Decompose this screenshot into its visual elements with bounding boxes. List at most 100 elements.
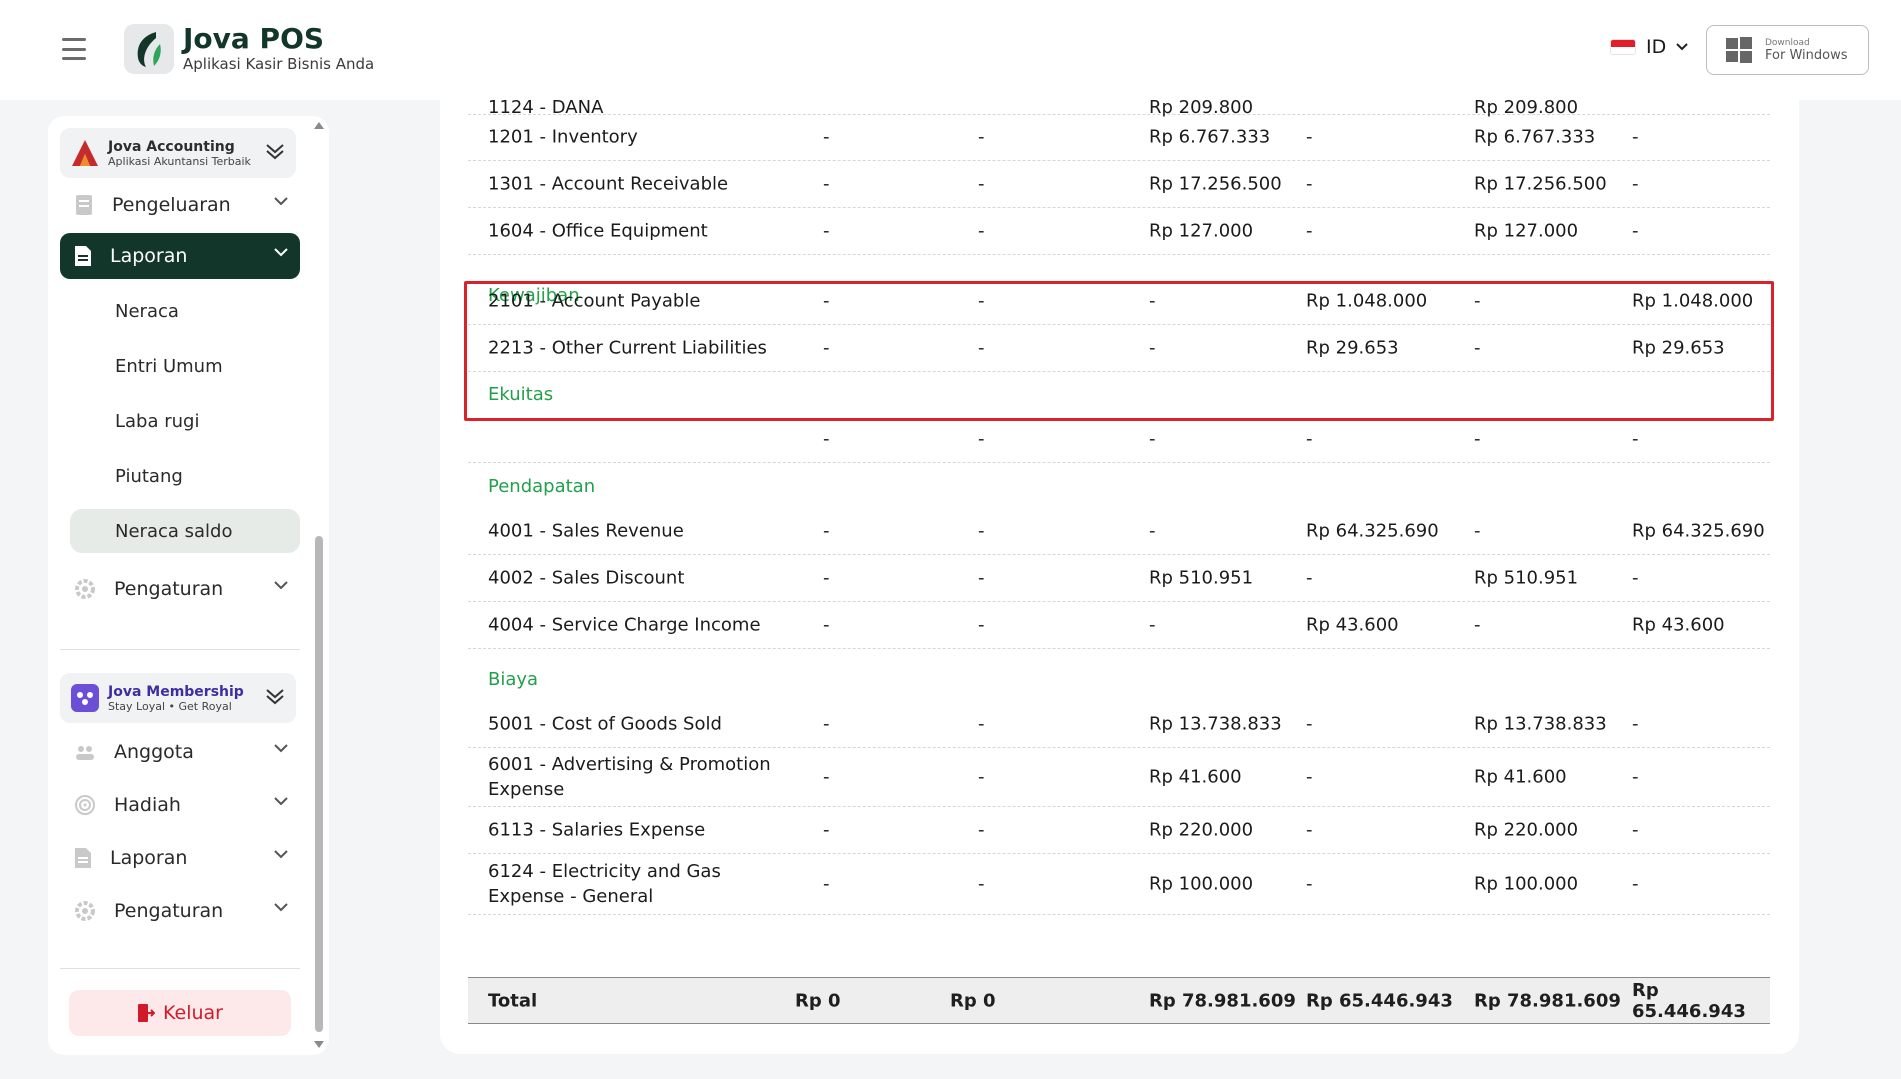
sidebar-item-pengaturan[interactable]: Pengaturan xyxy=(60,566,300,612)
sidebar-item-label: Pengaturan xyxy=(114,900,224,922)
download-windows-button[interactable]: Download For Windows xyxy=(1706,25,1869,75)
value-cell: - xyxy=(1306,766,1313,788)
scroll-up-arrow-icon[interactable] xyxy=(313,120,325,130)
value-cell: Rp 1.048.000 xyxy=(1306,290,1428,312)
table-row: 6001 - Advertising & Promotion Expense - -… xyxy=(468,748,1770,807)
language-selector[interactable]: ID xyxy=(1610,36,1688,58)
windows-icon xyxy=(1726,37,1752,63)
double-chevron-down-icon[interactable] xyxy=(264,685,286,707)
section-title: Pendapatan xyxy=(488,476,596,497)
value-cell: Rp 43.600 xyxy=(1632,614,1725,636)
table-row: 4001 - Sales Revenue - - - Rp 64.325.690 - Rp … xyxy=(468,508,1770,555)
value-cell: - xyxy=(823,173,830,195)
trial-balance-card: 1124 - DANA Rp 209.800 Rp 209.800 1201 - In… xyxy=(440,100,1799,1054)
document-icon xyxy=(75,246,91,266)
total-value-cell: Rp 0 xyxy=(795,990,841,1011)
value-cell: Rp 510.951 xyxy=(1149,567,1254,589)
chevron-down-icon xyxy=(1676,43,1688,51)
value-cell: - xyxy=(1149,337,1156,359)
value-cell: Rp 29.653 xyxy=(1306,337,1399,359)
section-title: Kewajiban xyxy=(488,285,580,306)
target-icon xyxy=(75,795,95,815)
section-title: Biaya xyxy=(488,669,539,690)
hamburger-menu-icon[interactable] xyxy=(62,38,86,60)
chevron-down-icon xyxy=(274,197,288,206)
subitem-laba-rugi[interactable]: Laba rugi xyxy=(115,410,200,432)
account-name: 1301 - Account Receivable xyxy=(488,173,729,195)
value-cell: - xyxy=(1149,614,1156,636)
sidebar-scrollbar[interactable] xyxy=(313,120,325,1050)
value-cell: - xyxy=(978,220,985,242)
value-cell: Rp 17.256.500 xyxy=(1149,173,1282,195)
value-cell: - xyxy=(1306,819,1313,841)
logout-label: Keluar xyxy=(163,1002,223,1024)
value-cell: Rp 13.738.833 xyxy=(1474,713,1607,735)
account-name: 1124 - DANA xyxy=(488,100,604,118)
value-cell: - xyxy=(823,428,830,450)
brand-title: Jova POS xyxy=(183,22,325,55)
value-cell: - xyxy=(1632,428,1639,450)
value-cell: Rp 43.600 xyxy=(1306,614,1399,636)
scroll-down-arrow-icon[interactable] xyxy=(313,1040,325,1050)
sidebar-item-hadiah[interactable]: Hadiah xyxy=(60,782,300,828)
total-value-cell: Rp 78.981.609 xyxy=(1474,990,1621,1011)
sidebar-item-label: Hadiah xyxy=(114,794,181,816)
account-name: 5001 - Cost of Goods Sold xyxy=(488,713,722,735)
sidebar-item-laporan[interactable]: Laporan xyxy=(60,233,300,279)
value-cell: - xyxy=(1632,567,1639,589)
table-row: 1301 - Account Receivable - - Rp 17.256.500… xyxy=(468,161,1770,208)
logout-button[interactable]: Keluar xyxy=(69,990,291,1036)
value-cell: Rp 6.767.333 xyxy=(1149,126,1271,148)
value-cell: Rp 29.653 xyxy=(1632,337,1725,359)
value-cell: - xyxy=(823,614,830,636)
total-value-cell: Rp 0 xyxy=(950,990,996,1011)
double-chevron-down-icon[interactable] xyxy=(264,140,286,162)
value-cell: - xyxy=(1632,126,1639,148)
value-cell: Rp 64.325.690 xyxy=(1306,520,1439,542)
jova-accounting-switcher[interactable]: Jova Accounting Aplikasi Akuntansi Terba… xyxy=(60,128,296,178)
value-cell: - xyxy=(1474,614,1481,636)
subitem-neraca[interactable]: Neraca xyxy=(115,300,179,322)
value-cell: Rp 209.800 xyxy=(1474,100,1579,118)
value-cell: - xyxy=(978,173,985,195)
settings-icon xyxy=(75,579,95,599)
value-cell: - xyxy=(978,126,985,148)
value-cell: Rp 100.000 xyxy=(1474,873,1579,895)
table-row: 6124 - Electricity and Gas Expense - Gen… xyxy=(468,854,1770,915)
sidebar-item-laporan-membership[interactable]: Laporan xyxy=(60,835,300,881)
sidebar-item-label: Anggota xyxy=(114,741,194,763)
sidebar-item-anggota[interactable]: Anggota xyxy=(60,729,300,775)
subitem-neraca-saldo[interactable]: Neraca saldo xyxy=(70,509,300,553)
account-name: 1201 - Inventory xyxy=(488,126,638,148)
value-cell: - xyxy=(823,290,830,312)
settings-icon xyxy=(75,901,95,921)
subitem-piutang[interactable]: Piutang xyxy=(115,465,183,487)
jova-membership-switcher[interactable]: Jova Membership Stay Loyal • Get Royal xyxy=(60,673,296,723)
scrollbar-thumb[interactable] xyxy=(315,536,323,1032)
app-name: Jova Membership xyxy=(108,683,244,700)
table-row: 1201 - Inventory - - Rp 6.767.333 - Rp 6.767.… xyxy=(468,114,1770,161)
value-cell: - xyxy=(1306,126,1313,148)
total-row: Total Rp 0 Rp 0 Rp 78.981.609 Rp 65.446.943 R… xyxy=(468,977,1770,1024)
table-row: ------ xyxy=(468,416,1770,463)
value-cell: - xyxy=(823,819,830,841)
top-bar: Jova POS Aplikasi Kasir Bisnis Anda ID D… xyxy=(0,0,1901,100)
value-cell: - xyxy=(1632,220,1639,242)
value-cell: - xyxy=(1306,220,1313,242)
value-cell: - xyxy=(823,766,830,788)
account-name: 4001 - Sales Revenue xyxy=(488,520,684,542)
value-cell: - xyxy=(978,873,985,895)
value-cell: - xyxy=(1149,520,1156,542)
value-cell: Rp 127.000 xyxy=(1474,220,1579,242)
sidebar-item-pengeluaran[interactable]: Pengeluaran xyxy=(60,182,300,228)
sidebar-item-pengaturan-membership[interactable]: Pengaturan xyxy=(60,888,300,934)
jova-membership-logo xyxy=(71,684,99,712)
subitem-entri-umum[interactable]: Entri Umum xyxy=(115,355,223,377)
value-cell: - xyxy=(1306,713,1313,735)
account-name: 6113 - Salaries Expense xyxy=(488,819,706,841)
account-name: 4002 - Sales Discount xyxy=(488,567,685,589)
value-cell: Rp 64.325.690 xyxy=(1632,520,1765,542)
value-cell: Rp 41.600 xyxy=(1149,766,1242,788)
value-cell: - xyxy=(978,614,985,636)
table-row: 5001 - Cost of Goods Sold - - Rp 13.738.833… xyxy=(468,701,1770,748)
